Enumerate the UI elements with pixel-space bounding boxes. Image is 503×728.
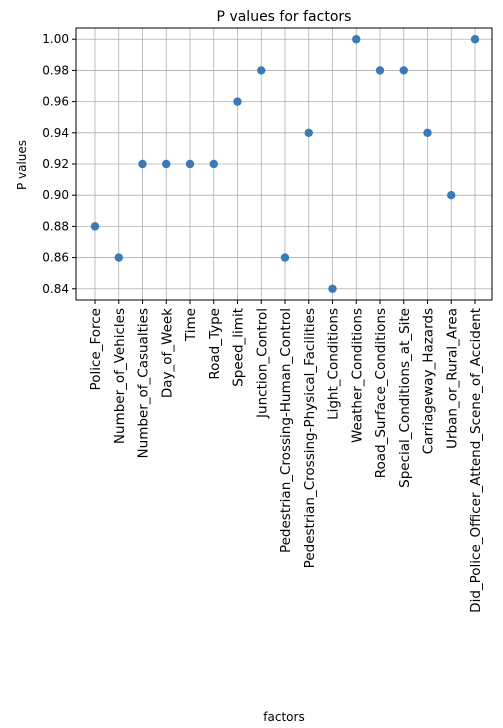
x-tick-label: Number_of_Vehicles [112,308,128,444]
plot-area-frame [75,27,493,301]
x-axis-ticks: Police_Force Number_of_Vehicles Number_of_… [88,300,484,613]
data-point [375,66,385,75]
data-point [114,253,123,262]
x-tick-label: Special_Conditions_at_Site [397,308,413,488]
chart-title: P values for factors [217,9,352,25]
x-tick-label: Road_Type [207,308,223,380]
y-axis-label: P values [15,140,29,190]
data-point [423,128,432,138]
x-tick-label: Carriageway_Hazards [421,308,437,454]
x-tick-label: Urban_or_Rural_Area [444,308,460,449]
x-tick-label: Did_Police_Officer_Attend_Scene_of_Accid… [468,308,484,613]
y-tick-label: 1.00 [42,32,69,46]
y-tick-label: 0.90 [42,188,69,202]
data-point [209,159,218,169]
data-point [447,190,456,200]
y-tick-label: 0.94 [42,126,69,140]
x-tick-label: Speed_limit [231,308,247,387]
data-point [90,222,100,231]
x-axis-label: factors [263,710,304,724]
data-point [257,66,266,75]
data-point [280,253,290,262]
y-tick-label: 0.88 [42,219,69,233]
data-points [90,35,480,293]
x-tick-label: Number_of_Casualties [136,308,152,458]
data-point [162,159,171,169]
data-point [470,35,480,44]
y-tick-label: 0.96 [42,95,69,109]
y-tick-label: 0.92 [42,157,69,171]
x-tick-label: Pedestrian_Crossing-Physical_Facilities [302,308,318,568]
x-tick-label: Police_Force [88,308,104,390]
data-point [138,159,147,169]
y-tick-label: 0.84 [42,282,69,296]
x-tick-label: Road_Surface_Conditions [373,308,389,478]
y-tick-label: 0.86 [42,251,69,265]
data-point [399,66,408,75]
data-point [304,128,313,138]
x-tick-label: Weather_Conditions [349,308,365,443]
data-point [352,35,361,44]
data-point [233,97,242,106]
x-tick-label: Light_Conditions [326,308,342,420]
x-tick-label: Junction_Control [254,308,270,419]
data-point [185,159,195,169]
x-tick-label: Pedestrian_Crossing-Human_Control [278,308,294,553]
x-tick-label: Time [183,308,199,342]
data-point [328,284,337,293]
y-axis-ticks: 0.84 0.86 0.88 0.90 0.92 0.94 0.96 0.98 1.00 [42,32,76,296]
x-tick-label: Day_of_Week [159,308,175,398]
y-tick-label: 0.98 [42,63,69,77]
